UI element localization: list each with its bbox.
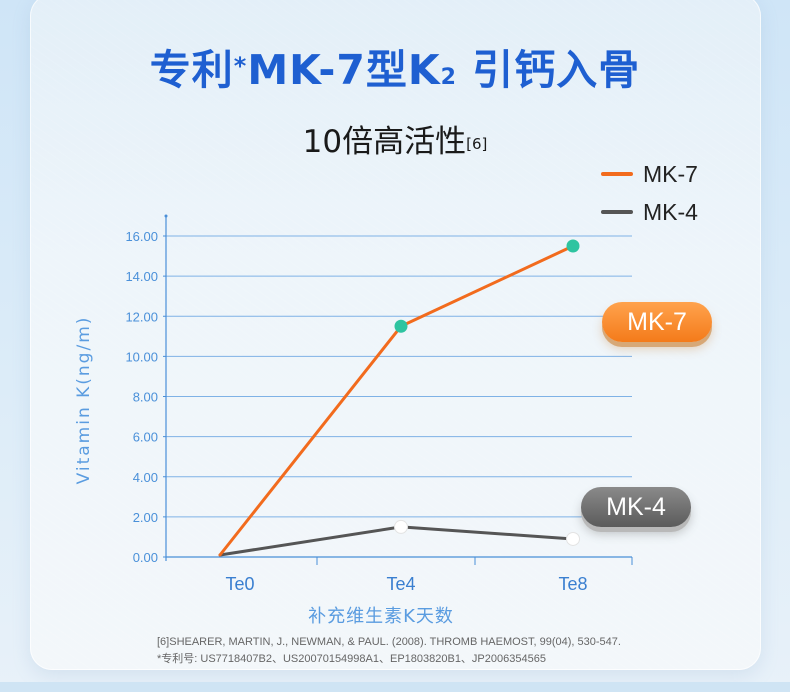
legend: MK-7 MK-4 xyxy=(601,161,698,225)
x-tick-label: Te0 xyxy=(225,574,254,594)
patent-footnote: *专利号: US7718407B2、US20070154998A1、EP1803… xyxy=(157,653,546,665)
mk4-point xyxy=(566,531,580,546)
legend-label-mk7: MK-7 xyxy=(643,161,698,187)
mk7-point xyxy=(394,319,408,333)
y-tick-label: 14.00 xyxy=(125,269,158,284)
y-axis-cap xyxy=(164,214,168,218)
y-tick-label: 16.00 xyxy=(125,229,158,244)
y-axis-label: Vitamin K(ng/m) xyxy=(74,316,94,485)
axes xyxy=(163,214,633,565)
x-axis-label: 补充维生素K天数 xyxy=(308,606,454,627)
reference-mark: [6] xyxy=(466,135,488,153)
mk7-line xyxy=(218,244,575,557)
grid-lines xyxy=(166,235,632,518)
patent-mark: * xyxy=(233,52,248,80)
mk4-point xyxy=(394,519,408,534)
y-tick-label: 4.00 xyxy=(133,470,158,485)
x-tick-labels: Te0 Te4 Te8 xyxy=(225,574,587,594)
y-tick-label: 12.00 xyxy=(125,309,158,324)
mk4-badge: MK-4 xyxy=(581,487,691,527)
mk7-point xyxy=(566,239,580,253)
reference-footnote: [6]SHEARER, MARTIN, J., NEWMAN, & PAUL. … xyxy=(157,636,621,648)
y-tick-label: 0.00 xyxy=(133,550,158,565)
y-tick-label: 8.00 xyxy=(133,390,158,405)
y-tick-label: 10.00 xyxy=(125,349,158,364)
y-tick-label: 2.00 xyxy=(133,510,158,525)
series-markers xyxy=(394,239,580,546)
series-lines xyxy=(218,244,575,557)
y-tick-labels: 0.00 2.00 4.00 6.00 8.00 10.00 12.00 14.00 16.00 xyxy=(125,229,158,565)
x-tick-label: Te8 xyxy=(558,574,587,594)
legend-label-mk4: MK-4 xyxy=(643,199,698,225)
chart-title: 10倍高活性[6] xyxy=(302,124,488,160)
y-tick-label: 6.00 xyxy=(133,430,158,445)
x-tick-label: Te4 xyxy=(386,574,415,594)
bottom-strip xyxy=(0,682,790,692)
page-title: 专利*MK-7型K2 引钙入骨 xyxy=(149,46,641,94)
mk7-badge: MK-7 xyxy=(602,302,712,342)
k2-subscript: 2 xyxy=(440,65,457,90)
